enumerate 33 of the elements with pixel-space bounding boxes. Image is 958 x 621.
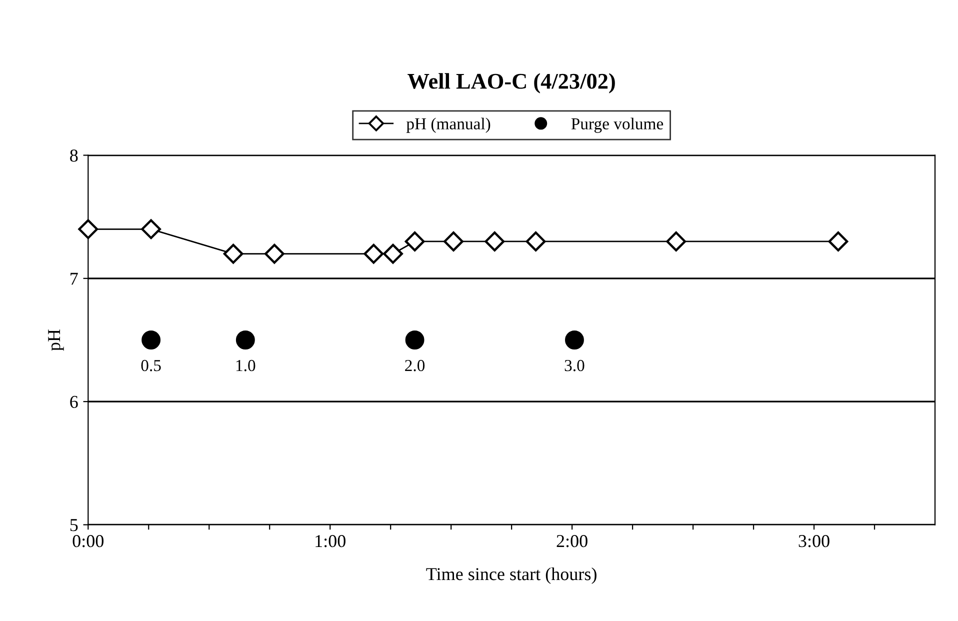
point (223, 244, 244, 264)
legend-label: pH (manual) (406, 118, 490, 133)
annotation: 1.0 (236, 360, 256, 372)
annotation: 2.0 (405, 360, 425, 372)
point (404, 232, 425, 252)
point (526, 232, 546, 252)
x-tick-label: 2:00 (556, 534, 588, 548)
annotation: 3.0 (564, 360, 584, 372)
point (444, 232, 464, 252)
point (565, 330, 584, 350)
point (828, 232, 848, 252)
point (383, 244, 403, 264)
point (141, 219, 161, 240)
point (264, 244, 284, 264)
point (405, 330, 424, 350)
legend-label: Purge volume (571, 118, 664, 133)
y-tick-label: 6 (70, 396, 78, 408)
point (666, 232, 686, 252)
point (142, 330, 161, 350)
y-axis-title: pH (48, 329, 64, 351)
point (236, 330, 255, 350)
x-axis-title: Time since start (hours) (426, 568, 596, 584)
chart-title: Well LAO-C (4/23/02) (408, 73, 615, 94)
x-tick-label: 3:00 (798, 534, 830, 548)
point (364, 244, 384, 264)
point (78, 219, 98, 240)
x-tick-label: 0:00 (72, 534, 104, 548)
y-tick-label: 7 (70, 272, 78, 285)
y-tick-label: 8 (70, 150, 78, 162)
annotation: 0.5 (141, 360, 161, 372)
y-tick-label: 5 (70, 519, 78, 532)
x-tick-label: 1:00 (316, 534, 346, 548)
point (484, 232, 505, 252)
